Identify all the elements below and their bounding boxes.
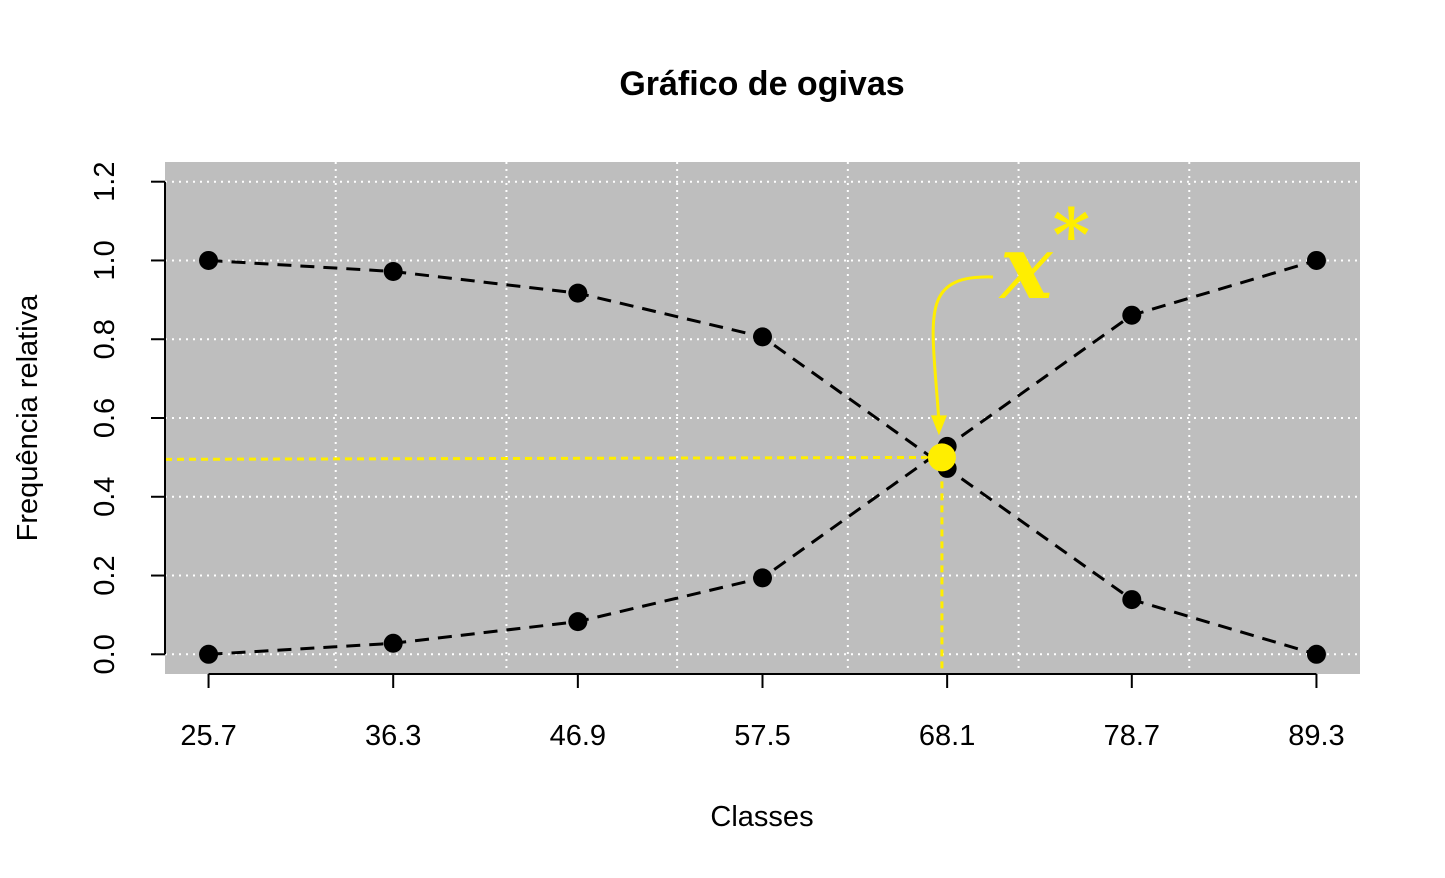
x-tick-label: 25.7 xyxy=(180,720,236,752)
x-star-point xyxy=(927,443,956,472)
x-tick-label: 89.3 xyxy=(1288,720,1344,752)
y-tick-label: 0.2 xyxy=(89,555,121,595)
series-layer xyxy=(199,250,1326,664)
annotation-marks: x* xyxy=(927,192,1090,472)
data-point xyxy=(568,283,588,303)
data-point xyxy=(383,261,403,281)
y-tick-label: 0.6 xyxy=(89,398,121,438)
x-star-arrowhead xyxy=(930,415,947,436)
data-point xyxy=(1306,250,1326,270)
y-tick-label: 1.2 xyxy=(89,162,121,202)
data-point xyxy=(383,633,403,653)
data-point xyxy=(753,327,772,347)
x-tick-label: 57.5 xyxy=(734,720,790,752)
annotation-guide-lines xyxy=(164,455,944,674)
x-star-superscript: * xyxy=(1052,192,1090,277)
y-tick-label: 0.0 xyxy=(89,634,121,674)
x-tick-label: 68.1 xyxy=(919,720,975,752)
data-point xyxy=(199,644,219,664)
data-point xyxy=(568,612,588,632)
x-star-arrow xyxy=(931,275,994,422)
x-star-horizontal-guide xyxy=(164,455,942,461)
data-point xyxy=(753,568,772,588)
y-tick-label: 0.4 xyxy=(89,477,121,517)
x-axis-label: Classes xyxy=(710,801,813,833)
y-axis-label: Frequência relativa xyxy=(12,294,44,541)
chart-title: Gráfico de ogivas xyxy=(619,65,904,103)
x-star-label: x* xyxy=(998,192,1090,319)
x-tick-label: 46.9 xyxy=(550,720,606,752)
data-point xyxy=(1306,644,1326,664)
grid-lines xyxy=(165,162,1360,674)
x-star-base: x xyxy=(998,215,1054,319)
data-point xyxy=(1122,590,1142,610)
y-tick-label: 1.0 xyxy=(89,240,121,280)
x-tick-label: 36.3 xyxy=(365,720,421,752)
axes: 25.7 36.3 46.9 57.5 68.1 78.7 89.3 0.0 0.2 0.4 0.6… xyxy=(89,162,1345,752)
data-point xyxy=(1122,305,1142,325)
x-tick-label: 78.7 xyxy=(1104,720,1160,752)
y-tick-label: 0.8 xyxy=(89,319,121,359)
data-point xyxy=(199,250,219,270)
